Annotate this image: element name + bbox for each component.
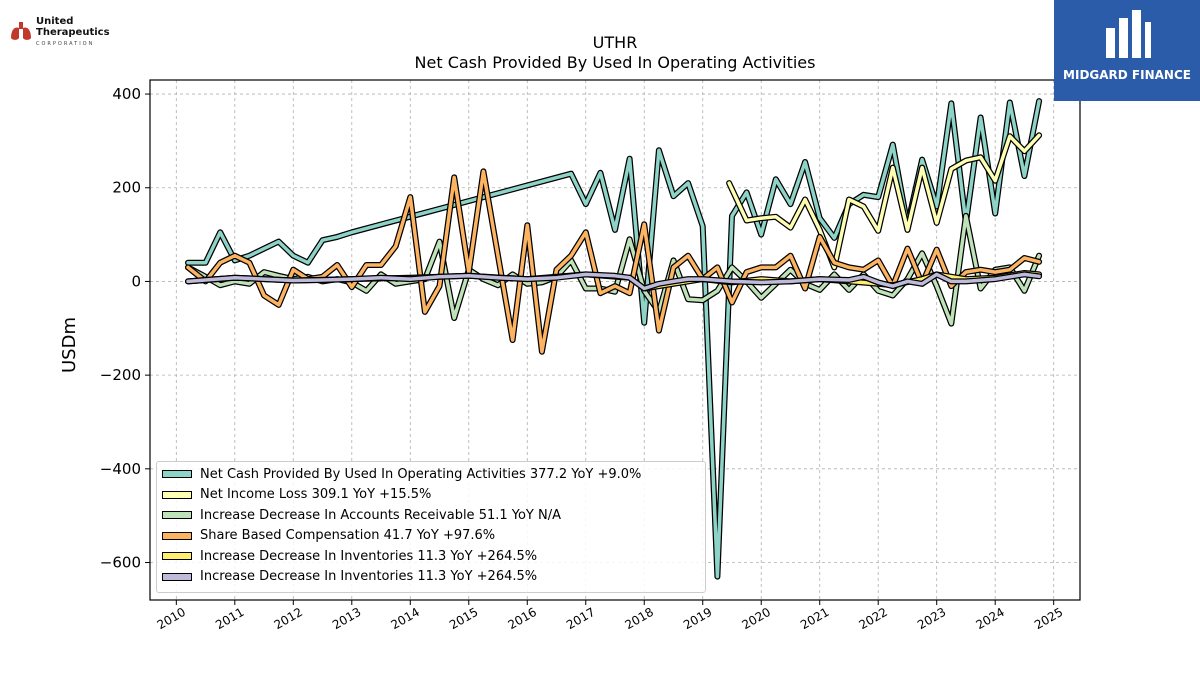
legend-swatch bbox=[162, 531, 192, 540]
chart-subtitle: Net Cash Provided By Used In Operating A… bbox=[415, 53, 816, 72]
y-tick-label: 400 bbox=[112, 85, 141, 103]
legend-swatch bbox=[162, 470, 192, 478]
legend-item: Net Cash Provided By Used In Operating A… bbox=[162, 466, 641, 482]
series-line bbox=[727, 133, 1041, 270]
legend-label: Net Cash Provided By Used In Operating A… bbox=[200, 466, 642, 482]
x-tick-label: 2020 bbox=[739, 605, 772, 632]
chart-title: UTHR bbox=[593, 33, 638, 52]
legend-swatch bbox=[162, 572, 192, 581]
x-tick-label: 2011 bbox=[213, 605, 246, 632]
y-tick-label: 0 bbox=[131, 272, 141, 290]
legend-item: Increase Decrease In Accounts Receivable… bbox=[162, 507, 561, 523]
series-1 bbox=[726, 132, 1043, 271]
x-tick-label: 2019 bbox=[681, 605, 714, 632]
y-axis: −600 −400 −200 0 200 400 bbox=[100, 85, 150, 572]
legend-label: Increase Decrease In Inventories 11.3 Yo… bbox=[200, 569, 538, 584]
x-tick-label: 2014 bbox=[389, 605, 422, 632]
y-tick-label: −200 bbox=[100, 366, 141, 384]
y-tick-label: 200 bbox=[112, 179, 141, 197]
legend-label: Share Based Compensation 41.7 YoY +97.6% bbox=[200, 528, 496, 543]
y-tick-label: −600 bbox=[100, 554, 141, 572]
x-tick-label: 2023 bbox=[915, 605, 948, 632]
company-logo: United Therapeutics CORPORATION bbox=[10, 16, 120, 50]
legend-item: Net Income Loss 309.1 YoY +15.5% bbox=[162, 487, 431, 503]
x-tick-label: 2021 bbox=[798, 605, 831, 632]
x-tick-label: 2015 bbox=[447, 605, 480, 632]
x-tick-label: 2025 bbox=[1032, 605, 1065, 632]
chart-legend: Net Cash Provided By Used In Operating A… bbox=[156, 461, 706, 593]
legend-label: Net Income Loss 309.1 YoY +15.5% bbox=[200, 487, 432, 502]
series-line bbox=[186, 272, 1041, 291]
company-name-line1: United bbox=[36, 16, 74, 27]
company-tagline: CORPORATION bbox=[36, 41, 95, 47]
x-tick-label: 2018 bbox=[623, 605, 656, 632]
series-lines bbox=[185, 98, 1043, 580]
company-name-line2: Therapeutics bbox=[36, 27, 110, 38]
series-5 bbox=[185, 271, 1043, 292]
x-tick-label: 2017 bbox=[564, 605, 597, 632]
plot-frame bbox=[149, 79, 1081, 601]
y-axis-label: USDm bbox=[59, 317, 80, 373]
legend-swatch bbox=[162, 552, 192, 560]
series-line bbox=[186, 99, 1041, 579]
y-tick-label: −400 bbox=[100, 460, 141, 478]
x-tick-label: 2016 bbox=[506, 605, 539, 632]
brand-mark-icon bbox=[1106, 10, 1151, 58]
x-tick-label: 2010 bbox=[155, 605, 188, 632]
brand-name: MIDGARD FINANCE bbox=[1063, 68, 1191, 82]
legend-label: Increase Decrease In Accounts Receivable… bbox=[200, 507, 562, 523]
legend-item: Increase Decrease In Inventories 11.3 Yo… bbox=[162, 548, 537, 564]
series-3 bbox=[185, 168, 1043, 355]
legend-item: Increase Decrease In Inventories 11.3 Yo… bbox=[162, 569, 537, 585]
legend-swatch bbox=[162, 490, 192, 499]
series-0 bbox=[185, 98, 1043, 580]
x-tick-label: 2013 bbox=[330, 605, 363, 632]
x-tick-label: 2024 bbox=[973, 605, 1006, 632]
series-line bbox=[186, 169, 1041, 354]
legend-swatch bbox=[162, 511, 192, 519]
x-tick-label: 2022 bbox=[856, 605, 889, 632]
legend-item: Share Based Compensation 41.7 YoY +97.6% bbox=[162, 528, 495, 544]
brand-logo: MIDGARD FINANCE bbox=[1054, 0, 1200, 101]
x-tick-label: 2012 bbox=[272, 605, 305, 632]
lungs-icon bbox=[11, 22, 31, 40]
x-axis: 2010 2011 2012 2013 2014 2015 2016 2017 2018 2019… bbox=[155, 600, 1065, 632]
legend-label: Increase Decrease In Inventories 11.3 Yo… bbox=[200, 548, 538, 564]
